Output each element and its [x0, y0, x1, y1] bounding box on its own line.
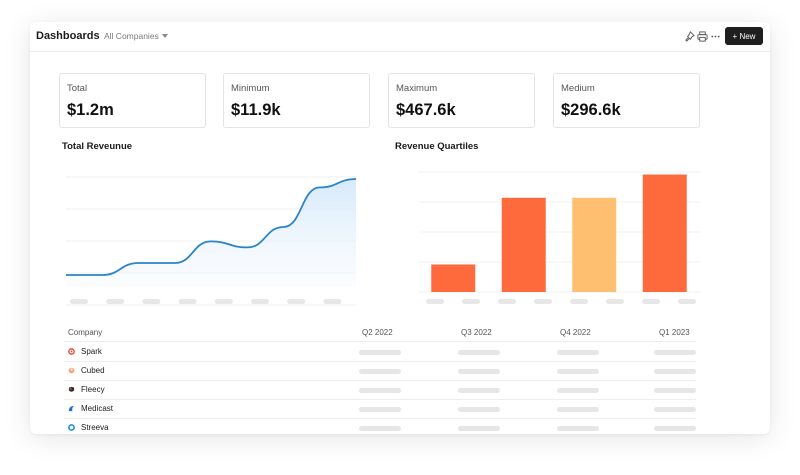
- company-name: Cubed: [81, 366, 105, 375]
- stat-card-maximum: Maximum $467.6k: [388, 73, 535, 128]
- stat-label: Total: [67, 83, 88, 94]
- x-tick-label: [251, 299, 269, 304]
- page-title: Dashboards: [36, 30, 100, 42]
- table-divider: [64, 418, 696, 419]
- streeva-icon: [68, 424, 75, 431]
- value-placeholder: [654, 369, 696, 374]
- x-tick-label: [462, 299, 480, 304]
- value-placeholder: [557, 407, 599, 412]
- column-header-q1-2023: Q1 2023: [659, 328, 690, 337]
- table-row[interactable]: Streeva: [68, 423, 109, 432]
- column-header-q2-2022: Q2 2022: [362, 328, 393, 337]
- revenue-area: [66, 179, 356, 287]
- column-header-company: Company: [68, 328, 103, 337]
- stat-label: Medium: [561, 83, 595, 94]
- company-name: Fleecy: [81, 385, 105, 394]
- table-row[interactable]: Fleecy: [68, 385, 105, 394]
- total-revenue-title: Total Reveunue: [62, 141, 133, 152]
- revenue-line: [66, 178, 357, 276]
- more-icon[interactable]: [710, 31, 721, 42]
- new-button[interactable]: + New: [725, 27, 763, 45]
- table-row[interactable]: Cubed: [68, 366, 105, 375]
- value-placeholder: [654, 426, 696, 431]
- stat-value: $1.2m: [67, 101, 114, 119]
- x-tick-label: [178, 299, 197, 304]
- value-placeholder: [654, 350, 696, 355]
- x-tick-label: [323, 299, 342, 304]
- table-row[interactable]: Spark: [68, 347, 102, 356]
- stat-value: $296.6k: [561, 101, 621, 119]
- stat-card-medium: Medium $296.6k: [553, 73, 700, 128]
- value-placeholder: [654, 388, 696, 393]
- x-tick-label: [498, 299, 516, 304]
- dashboard-window: Dashboards All Companies + New Total $1.…: [30, 22, 770, 434]
- value-placeholder: [458, 407, 500, 412]
- fleecy-icon: [68, 386, 75, 392]
- chevron-down-icon: [161, 34, 168, 38]
- stat-label: Minimum: [231, 83, 270, 94]
- value-placeholder: [359, 388, 401, 393]
- quartile-bar: [431, 264, 476, 292]
- stat-card-minimum: Minimum $11.9k: [223, 73, 370, 128]
- x-tick-label: [642, 299, 660, 304]
- top-bar: Dashboards All Companies + New: [30, 22, 770, 52]
- stat-card-total: Total $1.2m: [59, 73, 206, 128]
- company-filter-label: All Companies: [104, 31, 159, 41]
- table-row[interactable]: Medicast: [68, 404, 113, 413]
- medicast-icon: [68, 405, 75, 412]
- x-tick-label: [534, 299, 552, 304]
- quartile-bar: [642, 174, 687, 292]
- table-divider: [64, 341, 696, 342]
- value-placeholder: [557, 426, 599, 431]
- value-placeholder: [458, 426, 500, 431]
- x-tick-label: [106, 299, 125, 304]
- stat-label: Maximum: [396, 83, 438, 94]
- column-header-q4-2022: Q4 2022: [560, 328, 591, 337]
- quartile-bar: [501, 197, 546, 292]
- x-tick-label: [142, 299, 161, 304]
- value-placeholder: [359, 407, 401, 412]
- quartile-bar: [572, 197, 617, 292]
- spark-icon: [68, 348, 75, 355]
- x-tick-label: [287, 299, 306, 304]
- value-placeholder: [557, 388, 599, 393]
- value-placeholder: [654, 407, 696, 412]
- total-revenue-chart: [66, 176, 357, 306]
- table-divider: [64, 361, 696, 362]
- company-name: Medicast: [81, 404, 114, 413]
- print-icon[interactable]: [697, 31, 708, 42]
- value-placeholder: [359, 369, 401, 374]
- company-filter-dropdown[interactable]: All Companies: [104, 31, 168, 41]
- table-divider: [64, 380, 696, 381]
- value-placeholder: [359, 426, 401, 431]
- revenue-quartiles-chart: [418, 171, 700, 304]
- table-divider: [64, 399, 696, 400]
- stat-value: $467.6k: [396, 101, 456, 119]
- company-name: Streeva: [81, 423, 109, 432]
- x-tick-label: [70, 299, 88, 304]
- value-placeholder: [557, 369, 599, 374]
- value-placeholder: [458, 388, 500, 393]
- x-tick-label: [214, 299, 233, 304]
- value-placeholder: [458, 369, 500, 374]
- x-tick-label: [606, 299, 624, 304]
- pin-icon[interactable]: [684, 31, 695, 42]
- x-tick-label: [570, 299, 588, 304]
- x-tick-label: [678, 299, 696, 304]
- value-placeholder: [458, 350, 500, 355]
- company-name: Spark: [81, 347, 102, 356]
- revenue-quartiles-title: Revenue Quartiles: [395, 141, 479, 152]
- value-placeholder: [359, 350, 401, 355]
- cubed-icon: [68, 367, 75, 374]
- column-header-q3-2022: Q3 2022: [461, 328, 492, 337]
- stat-value: $11.9k: [231, 101, 281, 119]
- value-placeholder: [557, 350, 599, 355]
- x-tick-label: [426, 299, 444, 304]
